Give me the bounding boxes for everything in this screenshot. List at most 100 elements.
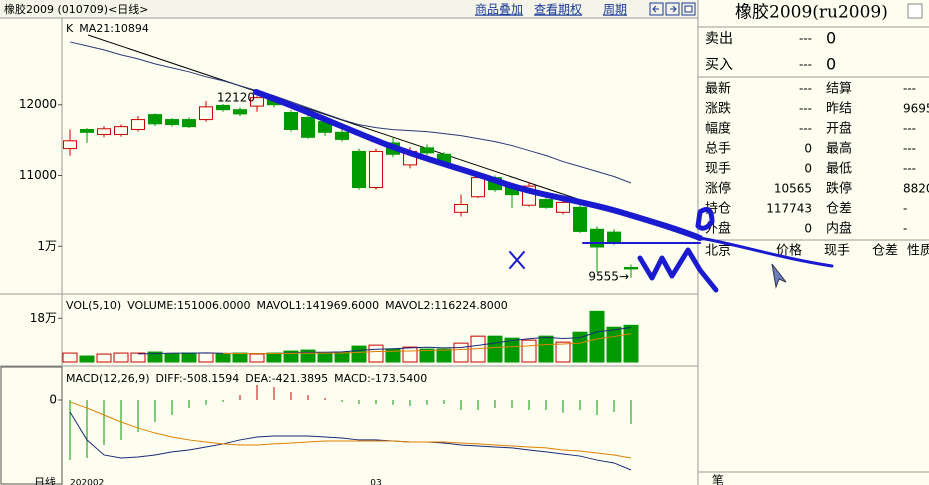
candle-body xyxy=(80,128,94,133)
candle-body xyxy=(471,177,485,198)
axis-box xyxy=(0,366,63,485)
cursor xyxy=(771,263,787,289)
volume-bar xyxy=(62,352,78,363)
scribble-trend xyxy=(253,89,703,241)
quote-value: 0 xyxy=(804,162,812,176)
quote-label: 跌停 xyxy=(826,181,852,197)
y-tick-label: 11000 xyxy=(19,168,57,182)
scribble-trend xyxy=(698,236,834,268)
candle-body xyxy=(352,150,366,189)
tick-header: 性质 xyxy=(907,244,929,259)
quote-label: 幅度 xyxy=(705,121,731,137)
scribble-x xyxy=(509,251,525,269)
quote-value: 9695 xyxy=(903,102,929,116)
quote-value: --- xyxy=(799,58,812,72)
candle-body xyxy=(97,128,111,135)
legend-label: MACD(12,26,9) xyxy=(66,372,150,385)
y-tick-label: 1万 xyxy=(37,239,57,253)
volume-bar xyxy=(487,335,503,363)
volume-bar xyxy=(130,352,146,363)
candle-body xyxy=(199,106,213,121)
header-link[interactable]: 周期 xyxy=(603,3,627,17)
header-link[interactable]: 查看期权 xyxy=(534,3,582,17)
quote-label: 仓差 xyxy=(826,202,852,217)
candle-body xyxy=(131,119,145,130)
tick-header: 价格 xyxy=(776,243,802,259)
candle-body xyxy=(301,116,315,138)
header-link[interactable]: 商品叠加 xyxy=(475,2,523,17)
volume-bar xyxy=(521,339,537,363)
quote-value: --- xyxy=(799,32,812,46)
legend-label: DIFF:-508.1594 xyxy=(156,372,240,385)
high-annotation: 12120 xyxy=(217,91,255,105)
candle-body xyxy=(114,126,128,135)
y-tick-label: 12000 xyxy=(19,97,57,111)
candle-body xyxy=(233,109,247,115)
quote-label: 最低 xyxy=(826,162,852,177)
volume-bar xyxy=(215,353,231,363)
quote-value: --- xyxy=(799,122,812,136)
quote-label: 开盘 xyxy=(826,121,852,137)
volume-bar xyxy=(113,352,129,363)
nav-buttons xyxy=(649,2,696,16)
quote-label: 涨停 xyxy=(705,181,731,197)
quote-value: --- xyxy=(903,162,916,176)
quote-value: --- xyxy=(799,82,812,96)
volume-bar xyxy=(368,344,384,363)
quote-label: 昨结 xyxy=(826,102,852,117)
volume-bar xyxy=(147,351,163,363)
low-annotation: 9555→ xyxy=(588,269,629,283)
nav-button[interactable] xyxy=(681,2,696,16)
quote-value: 10565 xyxy=(774,182,812,196)
quote-label: 最新 xyxy=(705,81,731,97)
tab-label[interactable]: 笔 xyxy=(712,473,724,485)
volume-bar xyxy=(96,353,112,363)
volume-bar xyxy=(266,352,282,363)
volume-bar xyxy=(572,331,588,363)
quote-volume: 0 xyxy=(826,29,836,48)
quote-value: - xyxy=(903,202,907,216)
quote-value: --- xyxy=(903,142,916,156)
tick-header: 现手 xyxy=(824,244,850,259)
quote-label: 现手 xyxy=(705,162,731,177)
candle-body xyxy=(335,131,349,140)
volume-bar xyxy=(198,352,214,363)
quote-value: --- xyxy=(903,82,916,96)
indicator-line xyxy=(223,333,632,355)
candle-body xyxy=(590,228,604,248)
x-tick-label: 03 xyxy=(370,479,381,485)
volume-bar xyxy=(164,353,180,363)
volume-bar xyxy=(419,348,435,363)
volume-bar xyxy=(402,346,418,363)
legend-label: MA21:10894 xyxy=(79,22,149,35)
volume-bar xyxy=(181,352,197,363)
legend-label: MAVOL1:141969.6000 xyxy=(256,299,379,312)
volume-bar xyxy=(79,355,95,363)
volume-bar xyxy=(351,345,367,363)
legend-label: MACD:-173.5400 xyxy=(334,372,427,385)
volume-bar xyxy=(504,337,520,363)
volume-bar xyxy=(283,350,299,363)
volume-bar xyxy=(300,349,316,363)
quote-label: 结算 xyxy=(826,82,852,97)
quote-value: 8820 xyxy=(903,182,929,196)
header-title: 橡胶2009 (010709)<日线> xyxy=(4,2,149,16)
quote-label: 内盘 xyxy=(826,221,852,237)
candle-body xyxy=(607,231,621,243)
candle-body xyxy=(573,206,587,232)
nav-button[interactable] xyxy=(665,2,680,16)
candle-body xyxy=(165,119,179,126)
candle-body xyxy=(624,267,638,270)
x-tick-label: 202002 xyxy=(70,479,104,485)
volume-bar xyxy=(555,341,571,363)
nav-button[interactable] xyxy=(649,2,664,16)
quote-icon[interactable] xyxy=(907,3,923,19)
quote-label: 最高 xyxy=(826,141,852,157)
legend-label: K xyxy=(66,22,74,35)
tick-header: 北京 xyxy=(705,244,731,259)
candle-body xyxy=(420,147,434,154)
candle-body xyxy=(556,201,570,213)
